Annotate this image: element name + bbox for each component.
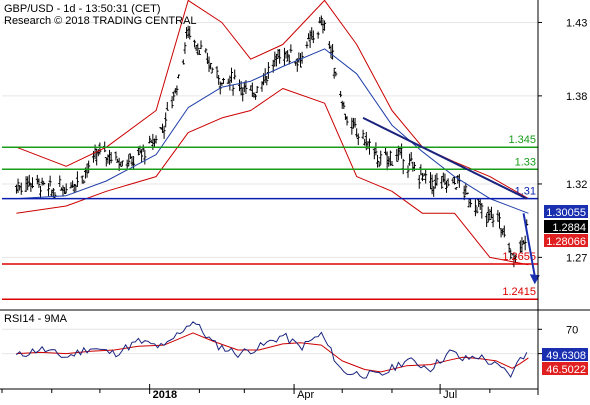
price-badge-label: 1.28066 [546, 236, 586, 248]
price-badge-black [544, 220, 588, 233]
level-label: 1.31 [515, 186, 536, 198]
rsi-line [16, 321, 528, 379]
bollinger-lower-line [16, 88, 529, 266]
level-label: 1.33 [515, 156, 536, 168]
forecast-arrow-head [529, 274, 540, 285]
rsi-badge-blue [542, 348, 588, 361]
rsi-layer [16, 321, 529, 379]
x-tick-label: 2018 [153, 389, 177, 400]
price-tick-label: 1.38 [566, 91, 587, 103]
trend-line [362, 116, 528, 200]
x-tick-label: Jul [443, 389, 457, 400]
x-tick-label: Apr [297, 389, 314, 400]
chart-credit: Research © 2018 TRADING CENTRAL [4, 15, 197, 27]
price-badge-label: 1.2884 [552, 222, 586, 234]
price-series-layer [14, 0, 529, 268]
level-label: 1.2655 [502, 251, 536, 263]
badges-layer: 1.30055 1.2884 1.28066 49.6308 46.5022 [542, 205, 588, 376]
chart-title: GBP/USD - 1d - 13:50:31 (CET) [4, 3, 161, 15]
price-badge-red [544, 234, 588, 247]
level-label: 1.345 [508, 134, 536, 146]
levels-layer: 1.345 1.33 1.31 1.2655 1.2415 [2, 116, 540, 300]
price-tick-label: 1.43 [566, 17, 587, 29]
price-tick-label: 1.27 [566, 252, 587, 264]
rsi-tick-label: 70 [566, 324, 578, 336]
forecast-arrow-shaft [522, 213, 536, 277]
price-badge-blue [544, 205, 588, 218]
rsi-badge-label: 46.5022 [546, 364, 586, 376]
rsi-badge-red [542, 362, 588, 375]
moving-average-line [16, 48, 529, 214]
grid-lines [2, 21, 538, 355]
level-label: 1.2415 [502, 286, 536, 298]
price-tick-label: 1.32 [566, 179, 587, 191]
rsi-badge-label: 49.6308 [546, 350, 586, 362]
rsi-title: RSI14 - 9MA [4, 313, 68, 325]
price-badge-label: 1.30055 [546, 207, 586, 219]
